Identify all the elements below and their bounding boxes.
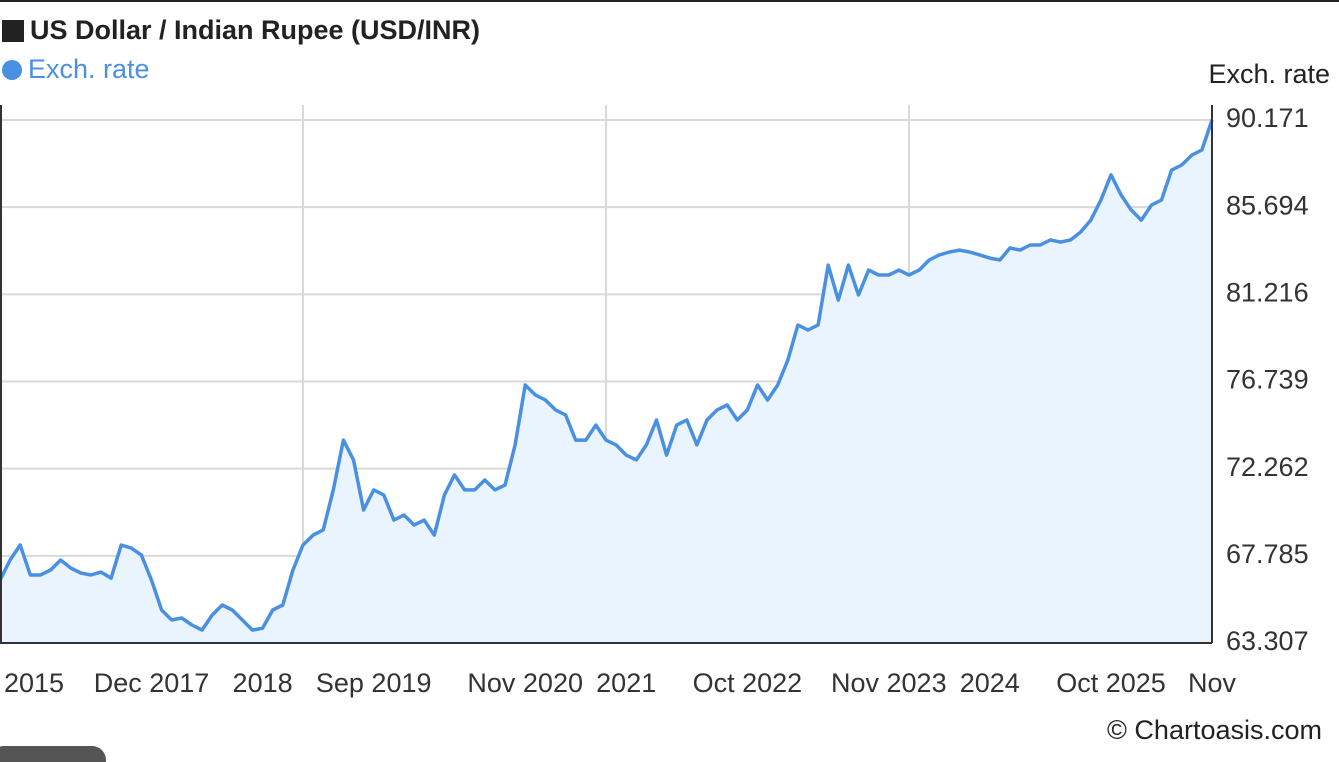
y-tick-label: 63.307 [1226,626,1309,656]
overlay-button [0,746,106,762]
y-axis-label: Exch. rate [1208,59,1330,89]
y-tick-label: 85.694 [1226,190,1309,220]
x-tick-label: Dec 2017 [94,668,210,698]
x-tick-label: Oct 2022 [693,668,803,698]
chart-title: US Dollar / Indian Rupee (USD/INR) [30,15,480,45]
y-tick-label: 67.785 [1226,539,1309,569]
x-tick-label: Nov 2020 [467,668,583,698]
x-tick-label: Sep 2019 [316,668,432,698]
line [0,119,1214,632]
x-tick-label: Oct 2025 [1056,668,1166,698]
x-tick-label: Nov [1188,668,1237,698]
y-tick-label: 72.262 [1226,452,1309,482]
source: © Chartoasis.com [1107,715,1322,745]
legend-marker [2,60,22,80]
title-icon [2,20,24,42]
y-tick-label: 81.216 [1226,277,1309,307]
x-tick-label: Nov 2023 [831,668,947,698]
x-tick-label: 2015 [4,668,64,698]
y-tick-label: 76.739 [1226,365,1309,395]
x-tick-label: 2021 [596,668,656,698]
y-tick-label: 90.171 [1226,103,1309,133]
area [0,120,1212,643]
legend-label: Exch. rate [28,54,150,84]
x-tick-label: 2018 [233,668,293,698]
x-tick-label: 2024 [960,668,1020,698]
